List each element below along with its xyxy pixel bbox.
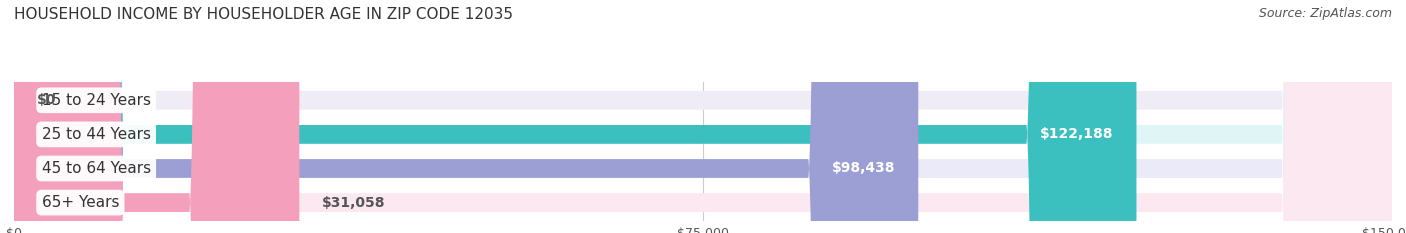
Text: 45 to 64 Years: 45 to 64 Years — [42, 161, 150, 176]
FancyBboxPatch shape — [14, 0, 1392, 233]
Text: 15 to 24 Years: 15 to 24 Years — [42, 93, 150, 108]
FancyBboxPatch shape — [14, 0, 918, 233]
FancyBboxPatch shape — [14, 0, 1392, 233]
Text: $98,438: $98,438 — [832, 161, 896, 175]
Text: $122,188: $122,188 — [1040, 127, 1114, 141]
FancyBboxPatch shape — [14, 0, 1392, 233]
Text: Source: ZipAtlas.com: Source: ZipAtlas.com — [1258, 7, 1392, 20]
Text: $0: $0 — [37, 93, 56, 107]
Text: 65+ Years: 65+ Years — [42, 195, 120, 210]
Text: 25 to 44 Years: 25 to 44 Years — [42, 127, 150, 142]
FancyBboxPatch shape — [14, 0, 299, 233]
Text: $31,058: $31,058 — [322, 195, 385, 210]
FancyBboxPatch shape — [14, 0, 1136, 233]
Text: HOUSEHOLD INCOME BY HOUSEHOLDER AGE IN ZIP CODE 12035: HOUSEHOLD INCOME BY HOUSEHOLDER AGE IN Z… — [14, 7, 513, 22]
FancyBboxPatch shape — [14, 0, 1392, 233]
